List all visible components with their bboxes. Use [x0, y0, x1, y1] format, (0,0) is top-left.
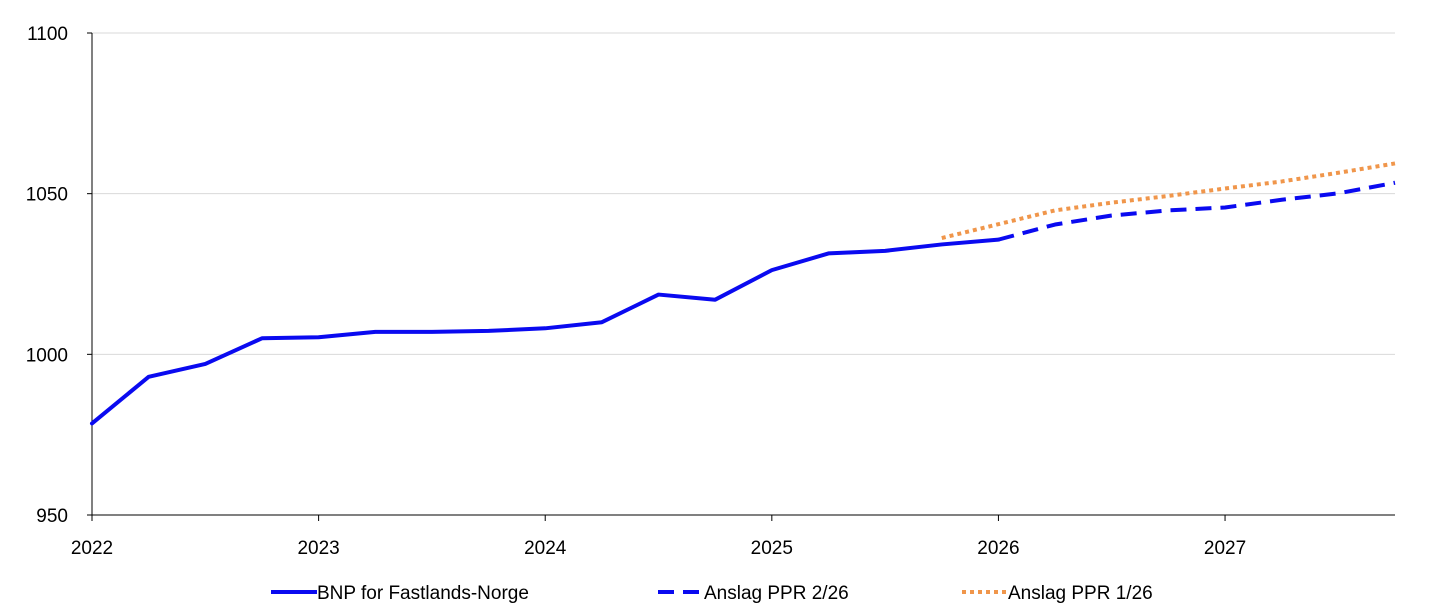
y-axis-ticks: 950 1000 1050 1100: [26, 24, 92, 527]
x-axis-ticks: 2022 2023 2024 2025 2026 2027: [71, 515, 1246, 559]
series-line-3: [941, 161, 1396, 240]
series-line-2: [997, 180, 1396, 242]
x-tick-label: 2024: [524, 538, 567, 559]
x-tick-label: 2025: [751, 538, 793, 559]
series-line-1: [90, 237, 1001, 426]
y-tick-label: 1000: [26, 345, 68, 366]
x-tick-label: 2022: [71, 538, 113, 559]
series-lines: [90, 161, 1396, 426]
axes: [91, 33, 1395, 516]
x-tick-label: 2023: [297, 538, 339, 559]
y-tick-label: 1100: [27, 24, 68, 45]
legend-label-2: Anslag PPR 2/26: [704, 583, 849, 604]
x-tick-label: 2027: [1204, 538, 1246, 559]
legend-label-1: BNP for Fastlands-Norge: [317, 583, 529, 604]
gridlines: [92, 32, 1395, 355]
y-tick-label: 950: [36, 506, 68, 527]
x-tick-label: 2026: [977, 538, 1019, 559]
y-tick-label: 1050: [26, 185, 68, 206]
legend-label-3: Anslag PPR 1/26: [1008, 583, 1153, 604]
legend: BNP for Fastlands-Norge Anslag PPR 2/26 An…: [271, 583, 1153, 604]
